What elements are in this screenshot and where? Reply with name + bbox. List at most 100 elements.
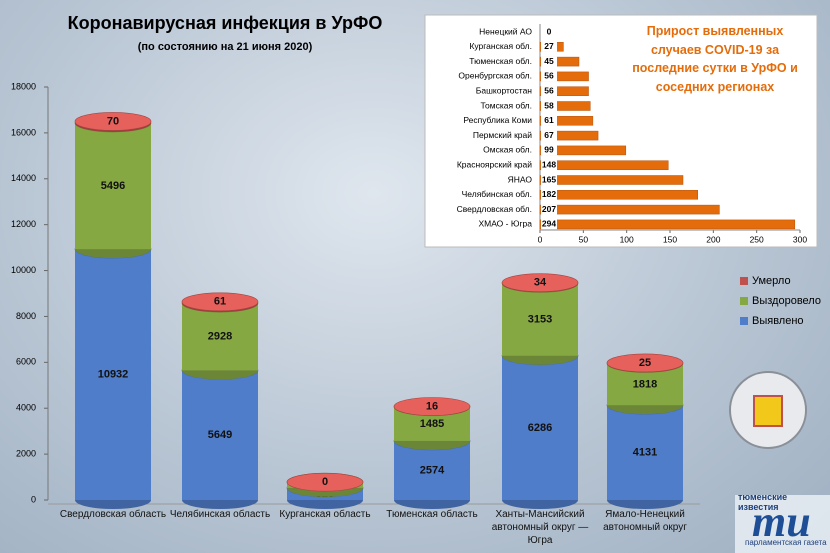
data-label: 10932 xyxy=(98,368,129,380)
segment-body xyxy=(607,405,683,500)
segment-body xyxy=(182,370,258,500)
x-tick-label: Челябинская область xyxy=(169,509,271,520)
y-tick-label: Свердловская обл. xyxy=(457,204,532,214)
y-tick-label: Пермский край xyxy=(473,130,532,140)
data-label: 0 xyxy=(322,476,328,488)
bar-segment xyxy=(606,353,684,373)
data-label: 0 xyxy=(547,26,552,36)
data-label: 61 xyxy=(544,115,554,125)
logo-bottom: парламентская газета xyxy=(745,538,827,547)
inset-title: Прирост выявленных случаев COVID-19 за п… xyxy=(632,24,798,94)
data-label: 34 xyxy=(534,277,547,289)
data-label: 294 xyxy=(542,219,556,229)
segment-body xyxy=(75,249,151,500)
data-label: 25 xyxy=(639,357,651,369)
y-tick-label: 12000 xyxy=(11,219,36,229)
data-label: 45 xyxy=(544,56,554,66)
segment-body xyxy=(394,440,470,500)
data-label: 2574 xyxy=(420,464,445,476)
bar xyxy=(539,160,669,170)
segment-top xyxy=(393,397,471,416)
segment-top xyxy=(501,273,579,292)
x-tick-label: 150 xyxy=(663,234,677,244)
y-tick-label: 8000 xyxy=(16,311,36,321)
y-tick-label: 2000 xyxy=(16,448,36,458)
data-label: 1485 xyxy=(420,418,444,430)
logo-top: тюменские известия xyxy=(738,492,788,512)
emblem xyxy=(729,371,807,449)
x-tick-label: 0 xyxy=(538,234,543,244)
legend-swatch xyxy=(740,277,748,285)
x-tick-label: Свердловская область xyxy=(59,509,167,520)
legend-label: Выявлено xyxy=(752,315,804,327)
label-box xyxy=(541,56,557,67)
data-label: 70 xyxy=(107,115,119,127)
data-label: 61 xyxy=(214,296,226,308)
y-tick-label: Томская обл. xyxy=(481,100,532,110)
label-box xyxy=(541,145,557,156)
y-tick-label: 0 xyxy=(31,494,36,504)
data-label: 2928 xyxy=(208,331,232,343)
y-tick-label: 4000 xyxy=(16,403,36,413)
bar-segment xyxy=(181,292,259,313)
x-tick-label: 250 xyxy=(750,234,764,244)
label-box xyxy=(541,160,557,171)
data-label: 1818 xyxy=(633,378,657,390)
bar-segment xyxy=(286,472,364,492)
x-tick-label: 50 xyxy=(579,234,589,244)
segment-top xyxy=(286,472,364,492)
y-tick-label: 18000 xyxy=(11,81,36,91)
y-tick-label: Красноярский край xyxy=(457,159,532,169)
y-tick-label: Республика Коми xyxy=(463,115,532,125)
y-tick-label: 6000 xyxy=(16,357,36,367)
label-box xyxy=(541,101,557,111)
y-tick-label: ЯНАО xyxy=(508,174,533,184)
data-label: 165 xyxy=(542,174,556,184)
x-tick-label: Ямало-Ненецкий автономный округ xyxy=(603,509,687,533)
label-box xyxy=(541,71,557,82)
y-tick-label: Курганская обл. xyxy=(469,41,532,51)
label-box xyxy=(541,115,557,126)
data-label: 6286 xyxy=(528,422,552,434)
legend-swatch xyxy=(740,317,748,325)
bar xyxy=(539,71,589,82)
x-tick-label: 100 xyxy=(620,234,634,244)
legend-label: Умерло xyxy=(752,275,791,287)
data-label: 148 xyxy=(542,159,556,169)
x-tick-label: Курганская область xyxy=(279,509,371,520)
label-box xyxy=(541,27,557,37)
segment-body xyxy=(502,283,578,356)
bar xyxy=(539,175,684,185)
y-tick-label: Ненецкий АО xyxy=(479,26,532,36)
label-box xyxy=(541,86,557,97)
label-box xyxy=(541,189,557,200)
y-tick-label: Оренбургская обл. xyxy=(458,71,532,81)
label-box xyxy=(541,219,557,230)
label-box xyxy=(541,41,557,52)
bar-segment xyxy=(393,397,471,416)
bar xyxy=(539,190,698,200)
logo-mark: ти xyxy=(752,497,811,546)
segment-top xyxy=(74,112,152,131)
y-tick-label: 10000 xyxy=(11,265,36,275)
bar xyxy=(539,130,599,141)
label-box xyxy=(541,175,557,185)
y-tick-label: 14000 xyxy=(11,173,36,183)
segment-top xyxy=(181,292,259,312)
x-tick-label: 200 xyxy=(706,234,720,244)
data-label: 5496 xyxy=(101,180,125,192)
chart-subtitle: (по состоянию на 21 июня 2020) xyxy=(138,41,313,53)
y-tick-label: Тюменская обл. xyxy=(469,56,532,66)
y-tick-label: Омская обл. xyxy=(483,145,532,155)
bar xyxy=(539,204,720,215)
bar-segment xyxy=(501,273,579,293)
segment-top xyxy=(606,353,684,373)
data-label: 16 xyxy=(426,400,438,412)
bar xyxy=(539,101,591,111)
data-label: 3153 xyxy=(528,314,552,326)
label-box xyxy=(541,130,557,141)
bar xyxy=(539,116,594,126)
y-tick-label: ХМАО - Югра xyxy=(478,219,532,229)
